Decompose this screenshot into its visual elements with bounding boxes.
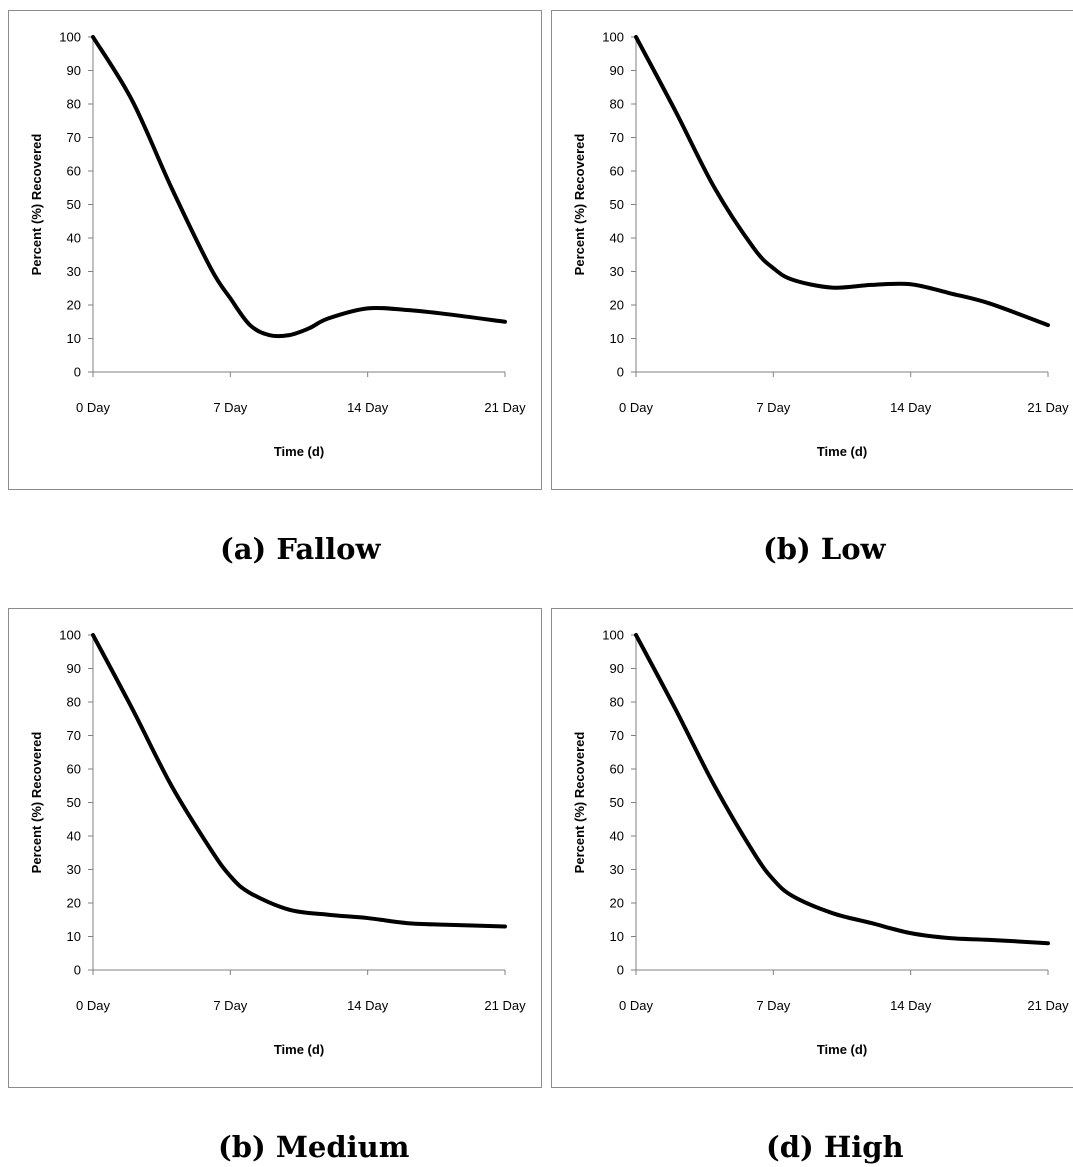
y-tick-label: 10 (67, 929, 81, 944)
y-tick-label: 20 (610, 298, 624, 313)
y-tick-label: 90 (610, 63, 624, 78)
chart-high-svg: 0 10 20 30 40 50 60 70 80 90 100 0 Day 7 Day 14 Day 21… (572, 628, 1069, 1058)
y-tick-label: 70 (67, 728, 81, 743)
series-line (91, 35, 507, 339)
x-tick-label: 14 Day (347, 998, 389, 1013)
y-tick-label: 0 (74, 365, 81, 380)
y-tick-label: 10 (610, 929, 624, 944)
y-tick-label: 90 (610, 661, 624, 676)
x-tick-label: 0 Day (76, 998, 110, 1013)
chart-low-svg: 0 10 20 30 40 50 60 70 80 90 100 0 Day 7 Day 14 Day 21… (572, 30, 1069, 460)
y-tick-label: 60 (67, 762, 81, 777)
x-tick-label: 0 Day (619, 400, 653, 415)
y-tick-label: 30 (67, 862, 81, 877)
y-tick-label: 90 (67, 63, 81, 78)
y-tick-label: 40 (67, 231, 81, 246)
y-tick-label: 100 (602, 628, 624, 643)
x-tick-label: 0 Day (76, 400, 110, 415)
x-tick-label: 14 Day (890, 400, 932, 415)
x-axis-title: Time (d) (817, 1042, 867, 1057)
x-axis-title: Time (d) (274, 1042, 324, 1057)
caption-low: (b) Low (763, 532, 886, 566)
y-tick-label: 80 (67, 695, 81, 710)
y-tick-label: 40 (610, 829, 624, 844)
x-tick-label: 7 Day (756, 998, 790, 1013)
chart-panel-high: 0 10 20 30 40 50 60 70 80 90 100 0 Day 7 Day 14 Day 21… (551, 608, 1073, 1088)
x-tick-label: 0 Day (619, 998, 653, 1013)
caption-medium: (b) Medium (218, 1130, 410, 1164)
y-tick-label: 30 (610, 862, 624, 877)
y-tick-label: 60 (610, 164, 624, 179)
chart-panel-medium: 0 10 20 30 40 50 60 70 80 90 100 0 Day 7 Day 14 Day 21… (8, 608, 542, 1088)
x-tick-label: 21 Day (1027, 998, 1069, 1013)
y-tick-label: 60 (610, 762, 624, 777)
x-tick-label: 7 Day (213, 400, 247, 415)
y-tick-label: 10 (67, 331, 81, 346)
series-line (91, 633, 507, 929)
y-tick-label: 70 (67, 130, 81, 145)
chart-medium-svg: 0 10 20 30 40 50 60 70 80 90 100 0 Day 7 Day 14 Day 21… (29, 628, 526, 1058)
y-tick-label: 50 (67, 197, 81, 212)
x-tick-label: 7 Day (756, 400, 790, 415)
y-tick-label: 90 (67, 661, 81, 676)
y-axis-title: Percent (%) Recovered (29, 134, 44, 276)
y-tick-label: 20 (610, 896, 624, 911)
chart-fallow-svg: 0 10 20 30 40 50 60 70 80 90 100 0 Day 7 Day 14 Day 21… (29, 30, 526, 460)
y-axis-title: Percent (%) Recovered (29, 732, 44, 874)
y-tick-label: 20 (67, 896, 81, 911)
y-tick-label: 20 (67, 298, 81, 313)
y-tick-label: 80 (610, 695, 624, 710)
y-tick-label: 50 (610, 795, 624, 810)
y-tick-label: 0 (617, 365, 624, 380)
y-axis-title: Percent (%) Recovered (572, 134, 587, 276)
x-axis-title: Time (d) (817, 444, 867, 459)
x-tick-label: 7 Day (213, 998, 247, 1013)
y-tick-label: 70 (610, 130, 624, 145)
y-tick-label: 10 (610, 331, 624, 346)
chart-panel-low: 0 10 20 30 40 50 60 70 80 90 100 0 Day 7 Day 14 Day 21… (551, 10, 1073, 490)
y-tick-label: 0 (74, 963, 81, 978)
series-line (634, 35, 1050, 328)
x-tick-label: 21 Day (484, 998, 526, 1013)
series-line (634, 633, 1050, 946)
y-tick-label: 30 (610, 264, 624, 279)
caption-high: (d) High (766, 1130, 904, 1164)
caption-fallow: (a) Fallow (220, 532, 381, 566)
y-tick-label: 30 (67, 264, 81, 279)
y-axis-title: Percent (%) Recovered (572, 732, 587, 874)
y-tick-label: 70 (610, 728, 624, 743)
x-axis-title: Time (d) (274, 444, 324, 459)
y-tick-label: 40 (610, 231, 624, 246)
y-tick-label: 40 (67, 829, 81, 844)
y-tick-label: 100 (59, 30, 81, 45)
y-tick-label: 60 (67, 164, 81, 179)
y-tick-label: 50 (67, 795, 81, 810)
x-tick-label: 21 Day (1027, 400, 1069, 415)
x-tick-label: 14 Day (890, 998, 932, 1013)
y-tick-label: 80 (610, 97, 624, 112)
y-tick-label: 50 (610, 197, 624, 212)
x-tick-label: 14 Day (347, 400, 389, 415)
y-tick-label: 100 (602, 30, 624, 45)
y-tick-label: 80 (67, 97, 81, 112)
y-tick-label: 0 (617, 963, 624, 978)
y-tick-label: 100 (59, 628, 81, 643)
x-tick-label: 21 Day (484, 400, 526, 415)
chart-panel-fallow: 0 10 20 30 40 50 60 70 80 90 100 0 Day 7 Day 14 Day 21… (8, 10, 542, 490)
